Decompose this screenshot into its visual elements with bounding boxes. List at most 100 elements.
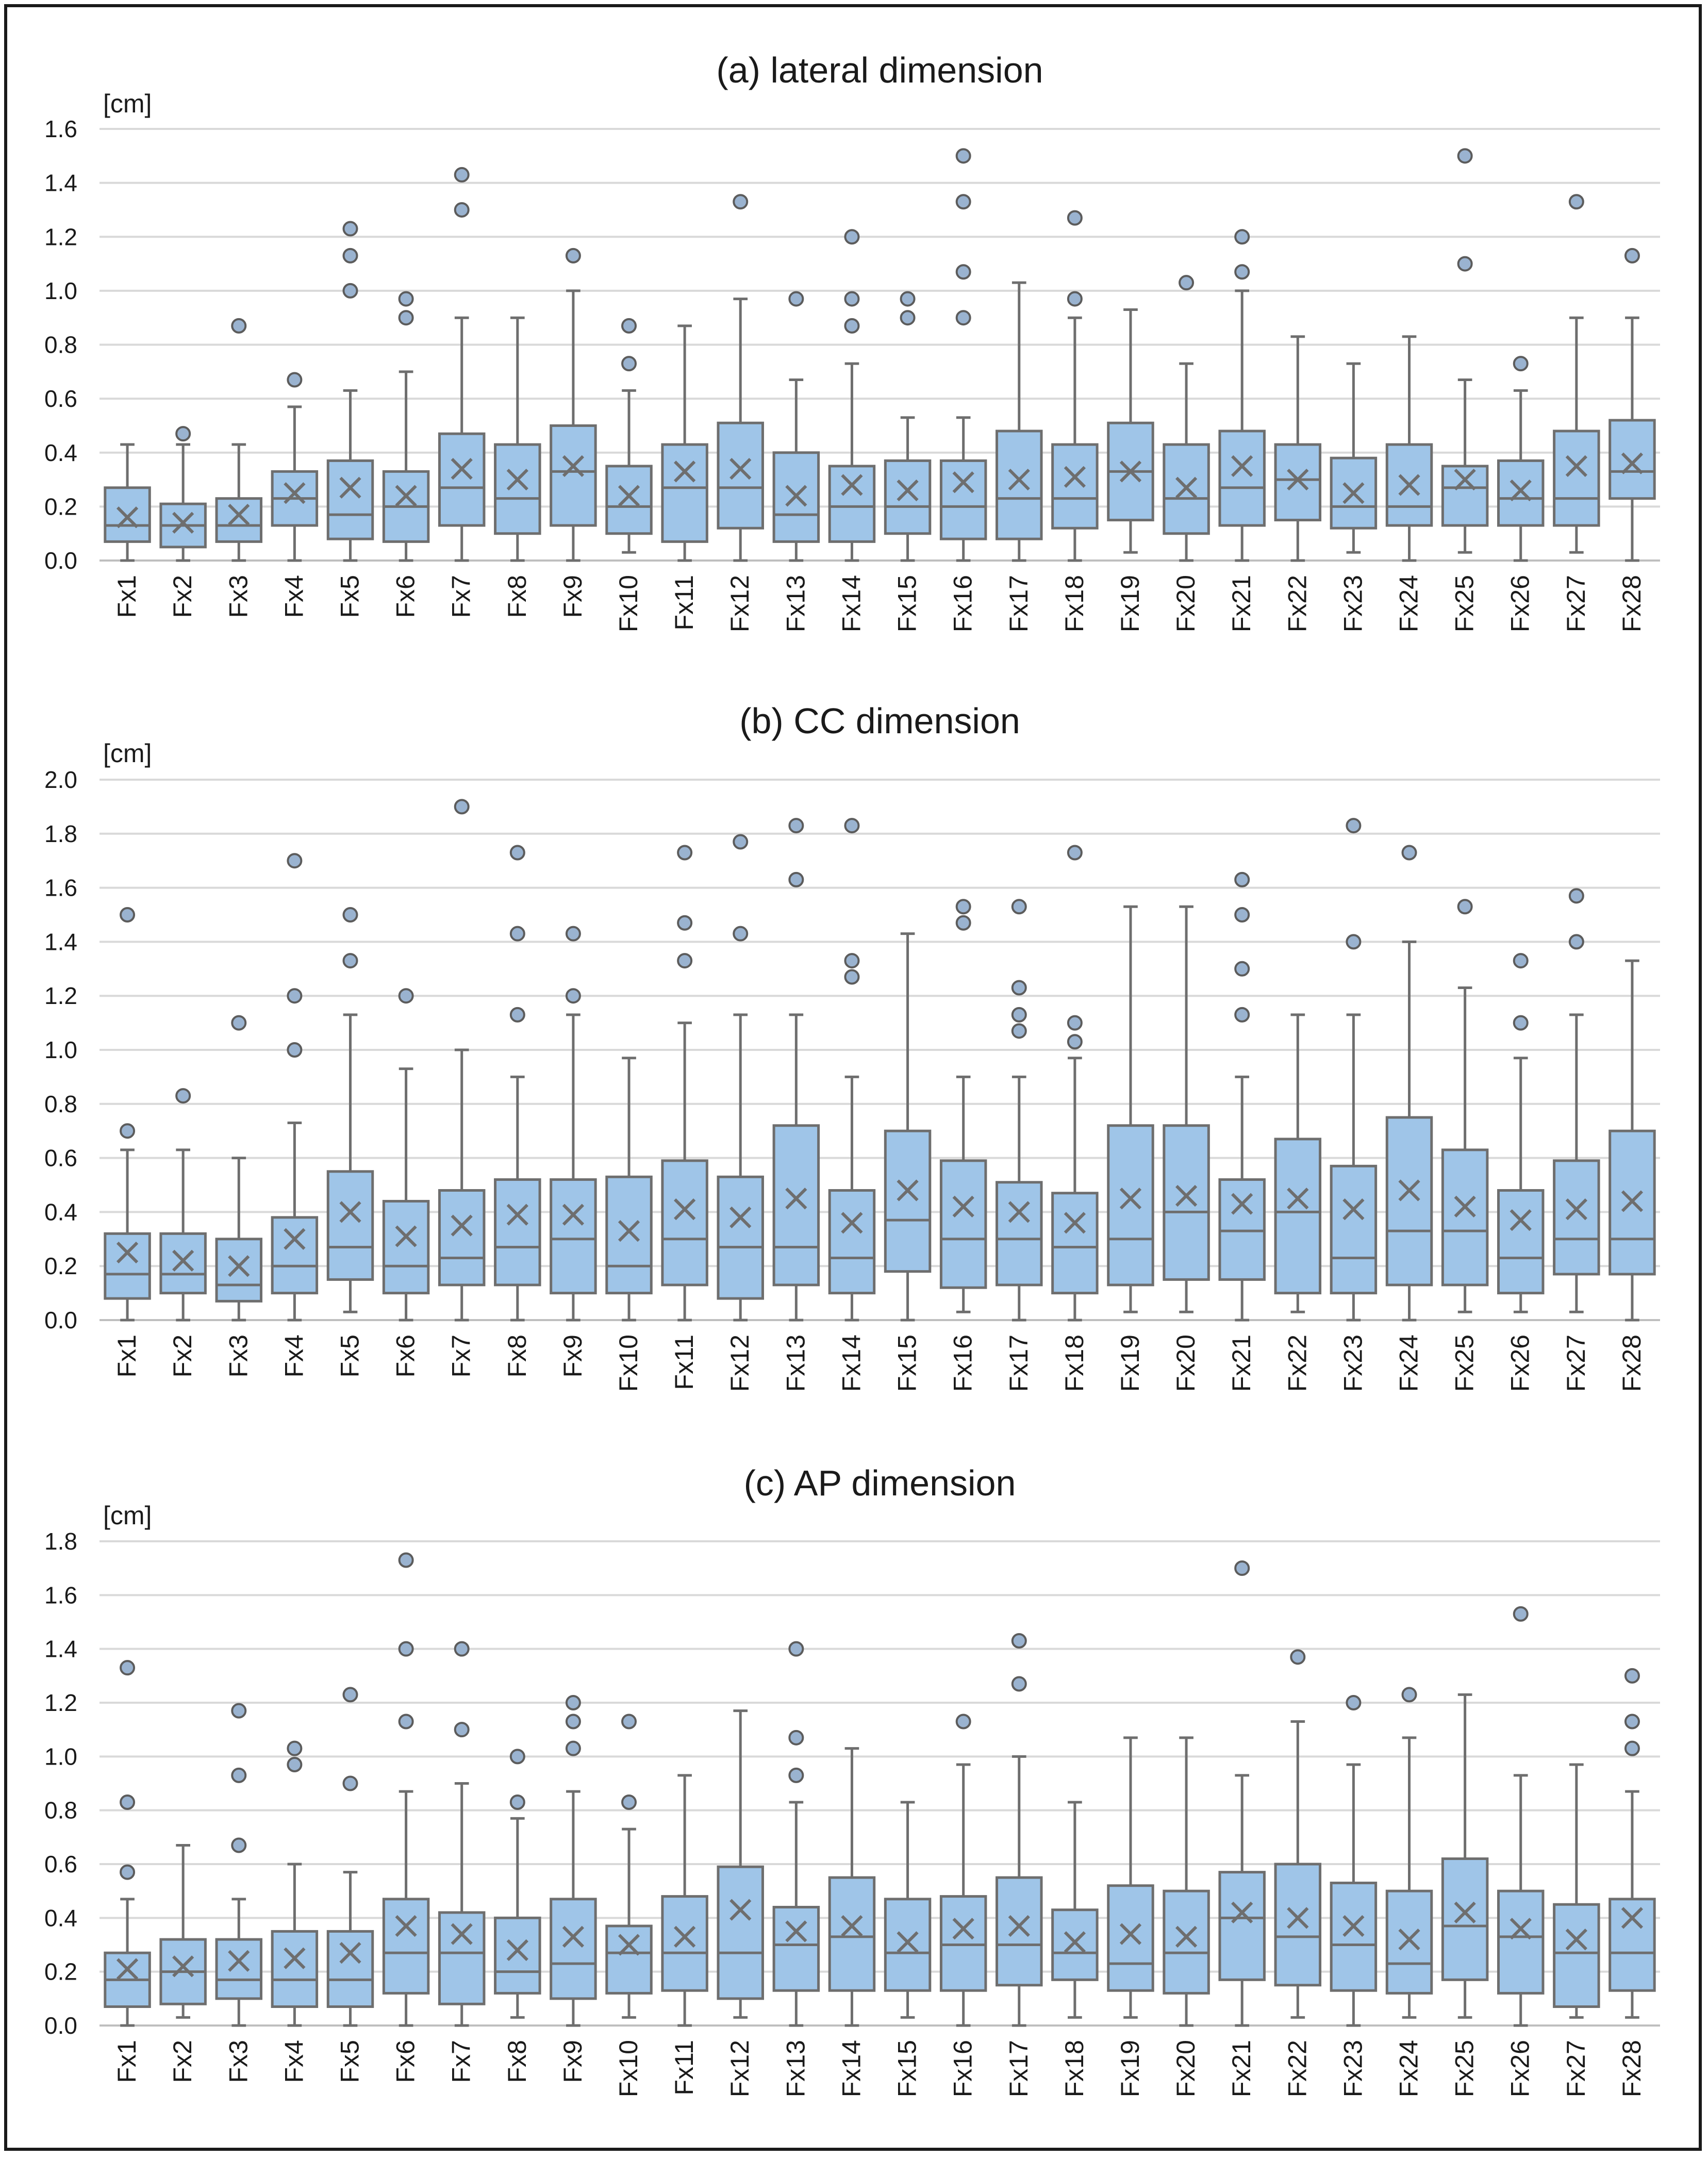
mean-marker-stroke (1510, 1918, 1532, 1940)
outlier-point (1290, 1649, 1306, 1665)
mean-marker-stroke (1565, 1928, 1587, 1951)
mean-marker-stroke (729, 458, 752, 480)
outlier-point (231, 1767, 247, 1783)
interquartile-box (939, 1159, 987, 1289)
interquartile-box (215, 1238, 263, 1303)
x-category-label: Fx25 (1450, 2040, 1479, 2097)
y-tick-label: 0.2 (44, 1253, 77, 1279)
outlier-point (621, 1794, 637, 1810)
box-fx28: Fx28 (1608, 248, 1656, 632)
outlier-point (1234, 871, 1250, 887)
box-fx23: Fx23 (1330, 362, 1378, 632)
box-fx11: Fx11 (661, 324, 708, 630)
x-category-label: Fx7 (447, 2040, 476, 2083)
mean-marker-stroke (729, 1206, 752, 1229)
box-fx6: Fx6 (382, 988, 430, 1377)
interquartile-box (1051, 443, 1099, 530)
outlier-point (509, 926, 525, 942)
x-category-label: Fx6 (391, 2040, 420, 2083)
outlier-point (900, 291, 916, 307)
box-fx23: Fx23 (1330, 818, 1378, 1392)
box-fx25: Fx25 (1441, 148, 1489, 632)
outlier-point (509, 1007, 525, 1023)
x-category-label: Fx18 (1060, 2040, 1089, 2097)
outlier-point (1513, 1606, 1529, 1622)
mean-marker-stroke (1398, 474, 1420, 496)
outlier-point (844, 818, 860, 834)
mean-marker-stroke (1231, 1193, 1253, 1215)
outlier-point (621, 1714, 637, 1730)
outlier-point (342, 221, 358, 237)
outlier-point (565, 1714, 581, 1730)
outlier-point (844, 318, 860, 334)
box-fx24: Fx24 (1385, 1687, 1433, 2097)
mean-marker-stroke (1119, 1188, 1142, 1210)
mean-marker-stroke (1398, 1928, 1420, 1951)
box-fx21: Fx21 (1218, 871, 1266, 1392)
y-tick-label: 1.4 (44, 928, 77, 955)
y-tick-label: 1.0 (44, 1743, 77, 1770)
interquartile-box (1274, 1863, 1322, 1987)
outlier-point (287, 988, 303, 1004)
mean-marker-stroke (172, 1249, 194, 1272)
outlier-point (1513, 953, 1529, 969)
outlier-point (509, 845, 525, 861)
x-category-label: Fx20 (1171, 1335, 1200, 1392)
mean-marker-stroke (451, 458, 473, 480)
x-category-label: Fx11 (670, 575, 699, 630)
outlier-point (1513, 1015, 1529, 1031)
mean-marker-stroke (506, 468, 528, 491)
x-category-label: Fx26 (1506, 575, 1535, 632)
x-category-label: Fx19 (1116, 575, 1145, 632)
interquartile-box (1218, 430, 1266, 527)
outlier-point (733, 834, 749, 850)
mean-marker-stroke (116, 1958, 139, 1980)
box-fx15: Fx15 (884, 932, 932, 1392)
interquartile-box (271, 1216, 319, 1295)
outlier-point (1011, 1676, 1027, 1692)
mean-marker-stroke (172, 512, 194, 534)
box-fx12: Fx12 (717, 834, 764, 1392)
box-fx8: Fx8 (494, 316, 541, 618)
interquartile-box (1608, 1898, 1656, 1992)
x-category-label: Fx11 (670, 2040, 699, 2095)
interquartile-box (1107, 1124, 1154, 1287)
x-category-label: Fx25 (1450, 575, 1479, 632)
outlier-point (1011, 1007, 1027, 1023)
interquartile-box (1385, 1116, 1433, 1287)
mean-marker-stroke (785, 1188, 807, 1210)
x-category-label: Fx2 (168, 575, 197, 618)
outlier-point (788, 1641, 804, 1657)
mean-marker-stroke (1454, 468, 1476, 491)
y-tick-label: 0.8 (44, 1797, 77, 1824)
box-fx18: Fx18 (1051, 1801, 1099, 2097)
interquartile-box (1441, 465, 1489, 527)
x-category-label: Fx14 (837, 1335, 866, 1392)
mean-marker-stroke (1621, 452, 1644, 474)
box-fx26: Fx26 (1497, 953, 1545, 1392)
box-fx5: Fx5 (326, 907, 374, 1377)
box-fx8: Fx8 (494, 845, 541, 1377)
x-category-label: Fx14 (837, 575, 866, 632)
x-category-label: Fx19 (1116, 2040, 1145, 2097)
interquartile-box (1274, 443, 1322, 522)
outlier-point (287, 1756, 303, 1772)
mean-marker-stroke (841, 1915, 863, 1937)
mean-marker-stroke (1175, 1184, 1198, 1207)
x-category-label: Fx22 (1283, 1335, 1312, 1392)
mean-marker-stroke (1342, 1915, 1365, 1937)
mean-marker-stroke (395, 1225, 417, 1247)
outlier-point (342, 907, 358, 923)
mean-marker-stroke (618, 1220, 640, 1242)
interquartile-box (996, 430, 1043, 540)
mean-marker-stroke (1342, 482, 1365, 504)
box-fx3: Fx3 (215, 1703, 263, 2083)
box-fx27: Fx27 (1553, 888, 1600, 1392)
interquartile-box (1330, 1882, 1378, 1992)
interquartile-box (661, 443, 708, 543)
x-category-label: Fx4 (279, 2040, 308, 2083)
box-fx8: Fx8 (494, 1749, 541, 2083)
y-axis-unit-label: [cm] (103, 739, 152, 768)
x-category-label: Fx26 (1506, 1335, 1535, 1392)
x-category-label: Fx10 (614, 1335, 643, 1392)
